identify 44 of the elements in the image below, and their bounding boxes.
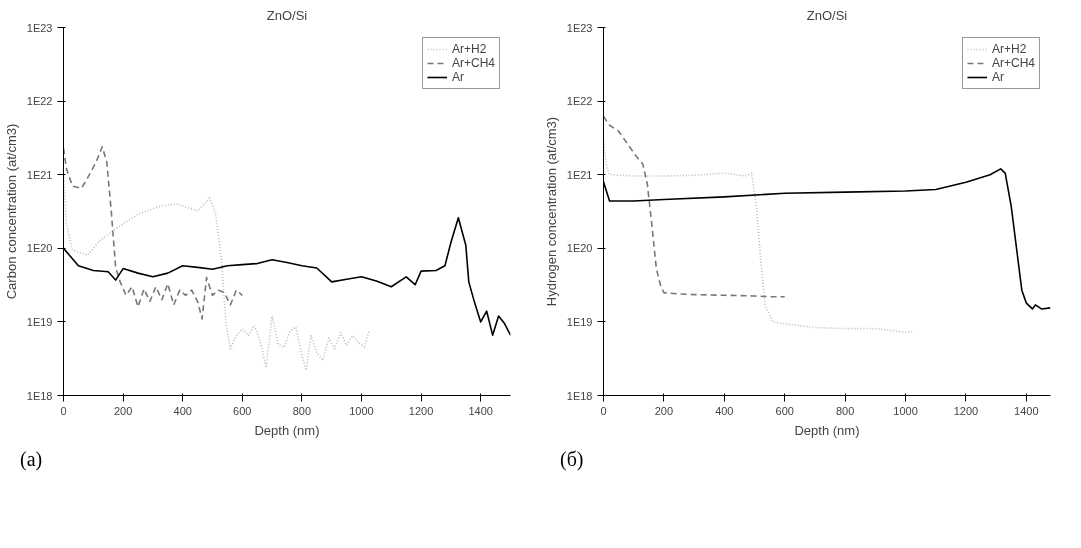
legend-label: Ar+H2: [991, 42, 1027, 56]
x-tick-label: 1400: [1014, 404, 1039, 417]
y-tick-label: 1E22: [26, 95, 53, 108]
y-tick-label: 1E23: [26, 21, 53, 34]
chart-title: ZnO/Si: [806, 7, 848, 23]
x-tick-label: 600: [775, 404, 794, 417]
y-tick-label: 1E18: [566, 389, 593, 402]
y-tick-label: 1E19: [566, 315, 593, 328]
y-tick-label: 1E18: [26, 389, 53, 402]
x-tick-label: 400: [173, 404, 192, 417]
y-axis-title: Carbon concentration (at/cm3): [3, 123, 19, 300]
y-tick-label: 1E21: [566, 168, 593, 181]
chart-title: ZnO/Si: [266, 7, 308, 23]
legend-label: Ar+CH4: [451, 56, 495, 70]
y-tick-label: 1E21: [26, 168, 53, 181]
legend-label: Ar: [451, 70, 465, 84]
legend-label: Ar+CH4: [991, 56, 1035, 70]
legend-label: Ar+H2: [451, 42, 487, 56]
x-tick-label: 200: [654, 404, 674, 417]
x-axis-title: Depth (nm): [794, 422, 860, 438]
line-series: [603, 115, 786, 298]
x-tick-label: 1200: [408, 404, 434, 417]
y-axis-title: Hydrogen concentration (at/cm3): [543, 116, 559, 307]
x-tick-label: 800: [292, 404, 312, 417]
x-tick-label: 1400: [468, 404, 493, 417]
y-tick-label: 1E23: [566, 21, 593, 34]
x-tick-label: 1200: [953, 404, 979, 417]
x-tick-label: 400: [715, 404, 734, 417]
y-tick-label: 1E20: [26, 242, 53, 255]
x-tick-label: 800: [835, 404, 855, 417]
y-tick-label: 1E19: [26, 315, 53, 328]
x-tick-label: 0: [60, 404, 67, 417]
x-axis-title: Depth (nm): [254, 422, 320, 438]
x-tick-label: 0: [600, 404, 607, 417]
x-tick-label: 1000: [349, 404, 374, 417]
legend-label: Ar: [991, 70, 1005, 84]
x-tick-label: 600: [233, 404, 252, 417]
y-tick-label: 1E22: [566, 95, 593, 108]
x-tick-label: 200: [113, 404, 133, 417]
text: (б): [560, 447, 584, 473]
x-tick-label: 1000: [893, 404, 918, 417]
text: (a): [20, 447, 43, 473]
line-series: [63, 145, 244, 320]
y-tick-label: 1E20: [566, 242, 593, 255]
